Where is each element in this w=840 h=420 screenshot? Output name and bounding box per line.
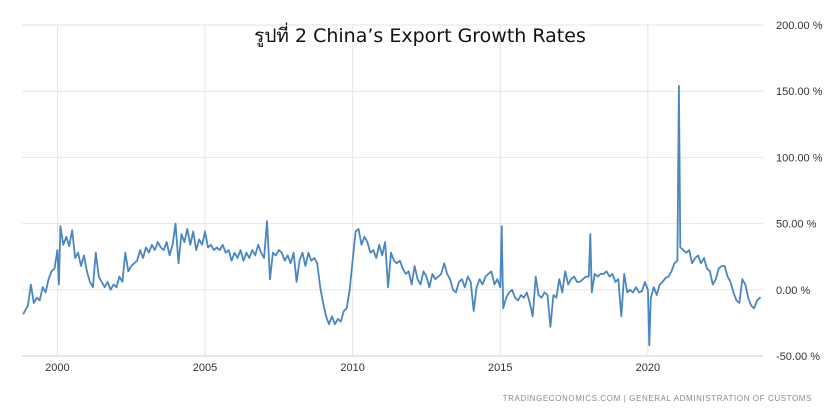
x-gridlines	[56, 25, 649, 356]
y-tick-label: 0.00 %	[776, 285, 810, 297]
x-tick-label: 2015	[488, 362, 512, 374]
y-tick-label: 200.00 %	[776, 20, 823, 32]
x-tick-label: 2005	[193, 362, 217, 374]
y-tick-labels: -50.00 % 0.00 % 50.00 % 100.00 % 150.00 % 200…	[776, 20, 823, 363]
y-tick-label: 100.00 %	[776, 152, 823, 164]
y-tick-label: 50.00 %	[776, 219, 817, 231]
chart-title: รูปที่ 2 China’s Export Growth Rates	[254, 22, 586, 47]
series-line-export-growth	[22, 85, 761, 347]
y-tick-label: 150.00 %	[776, 86, 823, 98]
x-tick-labels: 2000 2005 2010 2015 2020	[45, 362, 660, 374]
y-tick-label: -50.00 %	[776, 351, 820, 363]
x-tick-label: 2020	[636, 362, 660, 374]
x-tick-label: 2000	[45, 362, 69, 374]
x-tick-label: 2010	[340, 362, 364, 374]
source-credit: TRADINGECONOMICS.COM | GENERAL ADMINISTR…	[503, 394, 812, 403]
